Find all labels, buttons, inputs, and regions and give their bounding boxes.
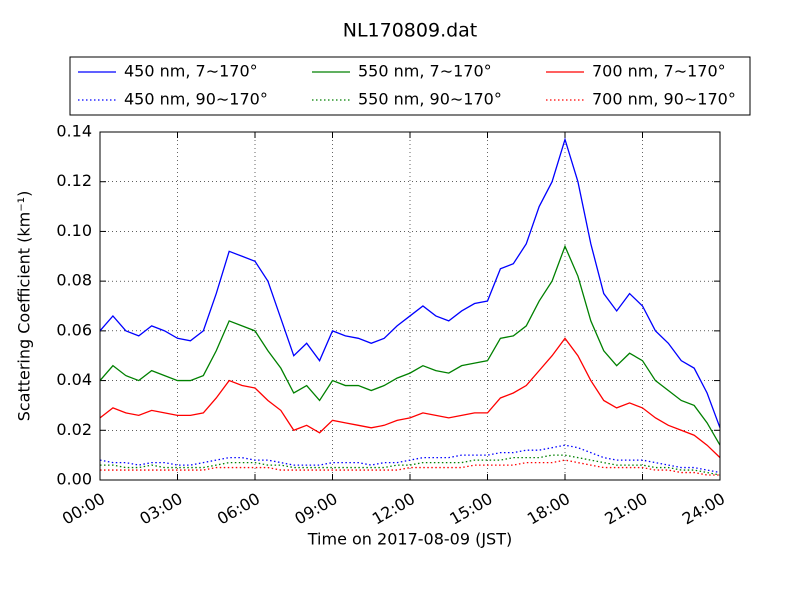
y-tick-label: 0.12 [56,171,92,190]
y-tick-label: 0.10 [56,221,92,240]
legend-label: 450 nm, 7∼170° [124,62,258,81]
legend-label: 700 nm, 90∼170° [592,90,736,109]
y-tick-label: 0.00 [56,470,92,489]
x-axis-label: Time on 2017-08-09 (JST) [307,530,512,549]
data-line [99,444,721,474]
y-tick-label: 0.06 [56,320,92,339]
plot-frame [99,131,721,481]
y-tick-label: 0.02 [56,420,92,439]
y-tick-label: 0.14 [56,122,92,141]
data-line [100,454,721,476]
y-tick-label: 0.04 [56,370,92,389]
y-tick-label: 0.08 [56,271,92,290]
legend-label: 700 nm, 7∼170° [592,62,726,81]
legend-label: 550 nm, 90∼170° [358,90,502,109]
data-line [99,137,721,429]
legend-box [69,56,751,116]
legend-label: 450 nm, 90∼170° [124,90,268,109]
y-axis-label: Scattering Coefficient (km⁻¹) [15,191,34,422]
legend-label: 550 nm, 7∼170° [358,62,492,81]
data-line [99,244,721,446]
chart-title: NL170809.dat [343,20,478,42]
data-line [99,337,721,459]
